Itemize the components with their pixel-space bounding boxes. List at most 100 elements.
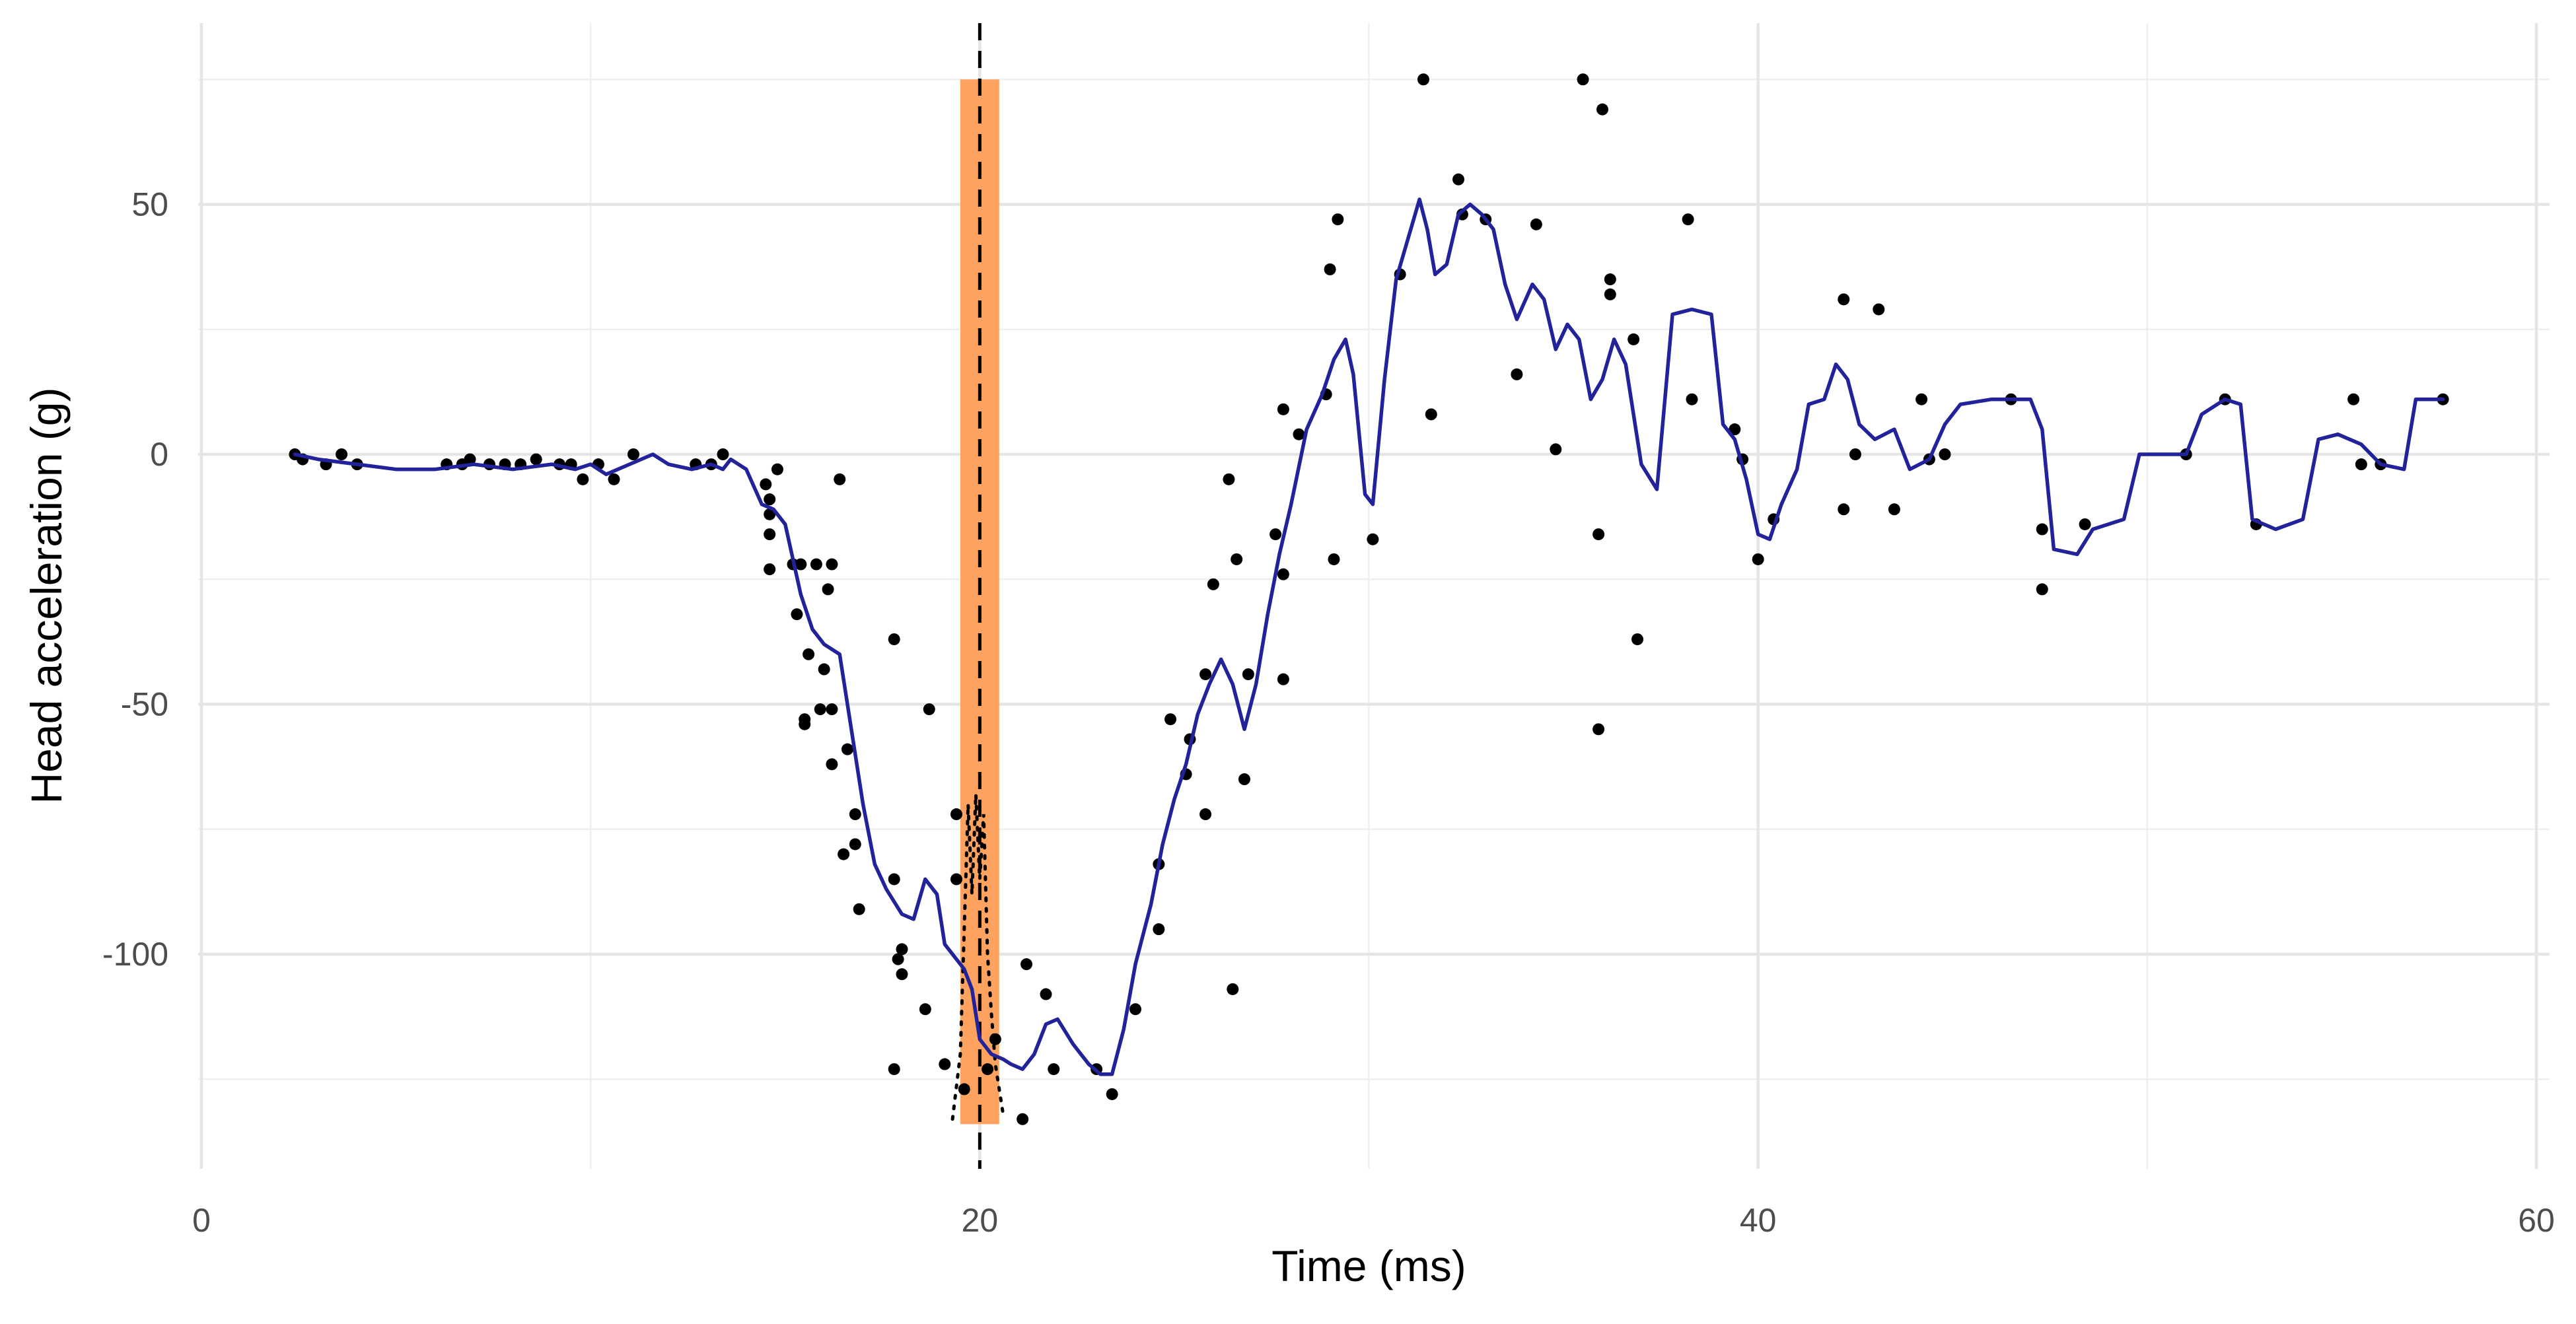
data-point bbox=[1592, 723, 1605, 736]
data-point bbox=[464, 453, 476, 466]
data-point bbox=[989, 1033, 1001, 1045]
data-point bbox=[1223, 473, 1235, 485]
data-point bbox=[1888, 503, 1900, 516]
data-point bbox=[892, 953, 904, 965]
y-tick-label: 50 bbox=[131, 186, 168, 223]
data-point bbox=[2036, 523, 2048, 536]
data-point bbox=[764, 563, 776, 576]
data-point bbox=[1164, 713, 1177, 726]
data-point bbox=[1207, 578, 1219, 590]
data-point bbox=[2347, 393, 2360, 405]
data-point bbox=[1849, 448, 1861, 460]
data-point bbox=[896, 968, 908, 981]
data-point bbox=[849, 808, 861, 821]
data-point bbox=[1324, 263, 1336, 275]
data-point bbox=[834, 473, 846, 485]
data-point bbox=[1915, 393, 1928, 405]
data-point bbox=[1682, 213, 1694, 226]
data-point bbox=[810, 558, 822, 571]
data-point bbox=[1425, 408, 1437, 421]
data-point bbox=[814, 703, 826, 716]
data-point bbox=[1604, 273, 1616, 286]
data-point bbox=[939, 1058, 951, 1070]
data-point bbox=[1628, 333, 1640, 345]
data-point bbox=[764, 508, 776, 520]
x-tick-label: 0 bbox=[192, 1202, 211, 1239]
data-point bbox=[1227, 983, 1239, 995]
data-point bbox=[1040, 988, 1052, 1000]
data-point bbox=[826, 758, 838, 771]
data-point bbox=[923, 703, 935, 716]
data-point bbox=[791, 608, 803, 621]
tick-labels: 0 20 40 60 50 0 -50 -100 bbox=[102, 186, 2555, 1239]
data-point bbox=[1873, 303, 1885, 316]
data-point bbox=[838, 848, 850, 860]
smooth-line-layer bbox=[293, 197, 2445, 1076]
y-tick-label: -100 bbox=[102, 936, 168, 973]
data-point bbox=[1592, 528, 1605, 541]
data-point bbox=[1270, 528, 1282, 541]
data-point bbox=[1231, 553, 1243, 565]
data-point bbox=[1752, 553, 1764, 565]
data-point bbox=[1686, 393, 1698, 405]
data-point bbox=[1153, 923, 1165, 936]
data-point bbox=[1939, 448, 1951, 460]
data-point bbox=[764, 493, 776, 506]
dotted-line-layer bbox=[950, 794, 1005, 1121]
data-point bbox=[1604, 288, 1616, 300]
data-point bbox=[760, 478, 772, 491]
data-point bbox=[822, 583, 834, 596]
data-point bbox=[841, 743, 854, 755]
data-point bbox=[577, 473, 589, 485]
data-point bbox=[627, 448, 639, 460]
data-point bbox=[1530, 218, 1542, 230]
data-point bbox=[1631, 633, 1644, 646]
data-point bbox=[530, 453, 542, 466]
data-point bbox=[1277, 403, 1289, 415]
data-point bbox=[826, 558, 838, 571]
data-point bbox=[1596, 103, 1608, 116]
x-axis-title: Time (ms) bbox=[1271, 1241, 1466, 1290]
data-point bbox=[1729, 423, 1741, 436]
data-point bbox=[2079, 518, 2091, 530]
data-point bbox=[1452, 173, 1465, 186]
data-point bbox=[799, 718, 811, 730]
data-point bbox=[1417, 73, 1429, 86]
data-point bbox=[1838, 503, 1850, 516]
data-point bbox=[1277, 568, 1289, 580]
data-point bbox=[1577, 73, 1589, 86]
data-point bbox=[818, 663, 830, 676]
data-point bbox=[795, 558, 807, 571]
data-point bbox=[888, 1063, 900, 1076]
data-point bbox=[771, 463, 783, 475]
data-point bbox=[950, 808, 962, 821]
data-point bbox=[1550, 443, 1562, 456]
data-point bbox=[950, 873, 962, 886]
y-axis-title: Head acceleration (g) bbox=[22, 388, 71, 804]
data-point bbox=[958, 1083, 970, 1096]
data-point bbox=[919, 1003, 931, 1016]
data-point bbox=[853, 903, 865, 915]
data-point bbox=[1293, 428, 1305, 440]
data-point bbox=[1238, 773, 1250, 786]
data-point bbox=[896, 943, 908, 956]
data-point bbox=[717, 448, 729, 460]
x-tick-label: 60 bbox=[2518, 1202, 2555, 1239]
data-point bbox=[982, 1063, 994, 1076]
smooth-series-line bbox=[293, 197, 2445, 1076]
grid bbox=[198, 23, 2550, 1169]
data-point bbox=[1367, 533, 1379, 545]
data-point bbox=[1106, 1088, 1118, 1100]
data-point bbox=[1332, 213, 1344, 226]
data-point bbox=[1199, 668, 1212, 681]
data-point bbox=[1277, 673, 1289, 685]
data-point bbox=[1129, 1003, 1141, 1016]
data-point bbox=[826, 703, 838, 716]
data-point bbox=[336, 448, 348, 460]
data-point bbox=[1199, 808, 1212, 821]
data-point bbox=[2036, 583, 2048, 596]
data-point bbox=[849, 838, 861, 851]
data-point bbox=[2355, 458, 2367, 471]
